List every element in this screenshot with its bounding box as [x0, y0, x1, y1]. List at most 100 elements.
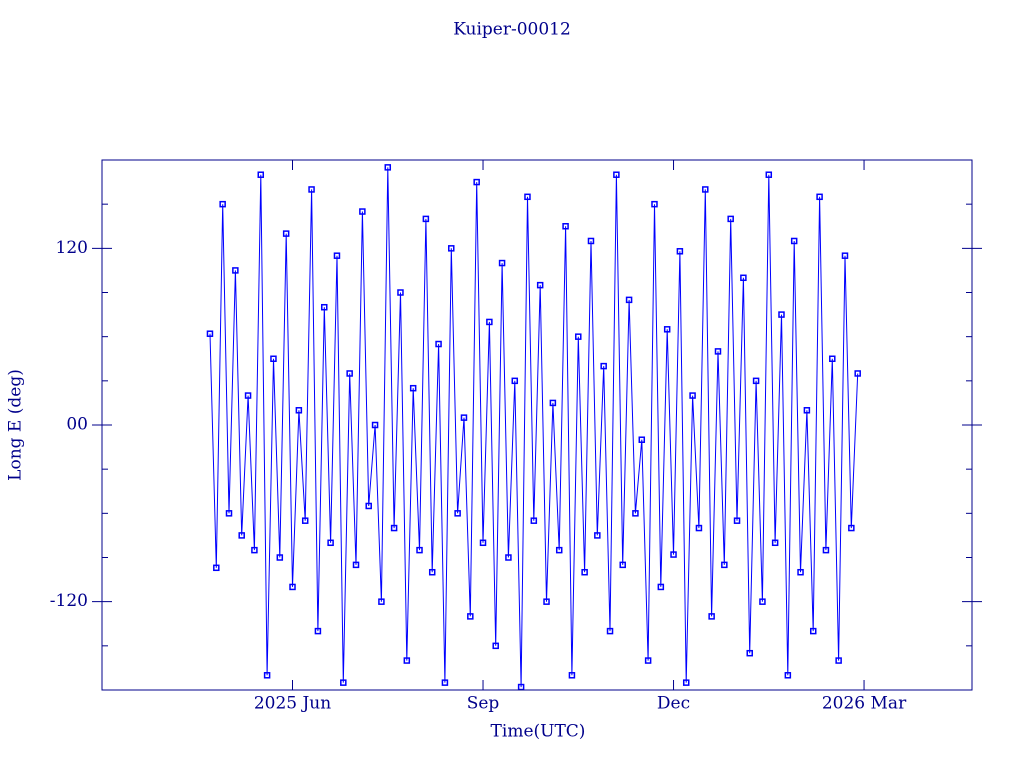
data-point: [714, 348, 722, 355]
data-point: [848, 524, 855, 532]
data-point: [244, 392, 252, 399]
data-point: [276, 554, 284, 561]
data-point: [448, 245, 455, 252]
data-point: [257, 171, 265, 178]
data-point: [263, 672, 271, 679]
data-point: [746, 649, 753, 657]
data-point: [759, 598, 766, 605]
data-point: [600, 362, 607, 370]
data-point: [390, 524, 398, 532]
data-point: [384, 164, 392, 171]
data-point: [365, 502, 372, 510]
data-point: [333, 252, 341, 259]
data-point: [587, 237, 595, 245]
data-point: [409, 384, 417, 392]
data-point: [797, 568, 804, 576]
data-point: [727, 215, 734, 223]
data-point: [213, 564, 220, 572]
data-point: [619, 561, 626, 569]
data-point: [238, 532, 245, 539]
data-point: [555, 546, 563, 554]
data-point: [371, 421, 379, 429]
data-point: [816, 193, 823, 201]
data-point: [422, 215, 430, 223]
data-point: [479, 539, 487, 547]
data-point: [327, 539, 334, 547]
data-point: [301, 517, 309, 524]
x-tick-label: 2025 Jun: [254, 694, 331, 714]
data-point: [682, 679, 690, 686]
data-point: [676, 248, 684, 255]
data-point: [854, 370, 861, 377]
data-point: [340, 679, 347, 686]
data-point: [809, 627, 817, 635]
data-point: [581, 568, 588, 576]
data-point: [765, 171, 773, 178]
y-axis-label: Long E (deg): [6, 369, 26, 481]
data-point: [670, 551, 677, 558]
data-point: [454, 510, 461, 517]
data-point: [460, 414, 468, 421]
data-point: [613, 171, 620, 178]
plot-area: [206, 164, 861, 690]
data-point: [435, 340, 442, 348]
data-point: [733, 517, 741, 524]
data-point: [486, 318, 493, 326]
data-point: [594, 532, 601, 539]
data-point: [225, 510, 233, 517]
data-point: [829, 355, 836, 362]
data-point: [498, 259, 506, 267]
data-point: [549, 399, 557, 407]
x-tick-label: 2026 Mar: [822, 694, 907, 714]
data-point: [378, 598, 385, 605]
data-point: [803, 407, 811, 414]
data-point: [232, 267, 239, 274]
data-point: [346, 370, 353, 377]
data-point: [416, 546, 423, 554]
data-point: [289, 583, 296, 591]
data-point: [314, 627, 322, 635]
data-point: [505, 554, 512, 561]
data-point: [219, 200, 226, 208]
y-tick-label: 120: [56, 238, 88, 258]
data-point: [625, 296, 633, 304]
data-point: [428, 568, 436, 576]
data-point: [708, 613, 715, 620]
data-point: [321, 303, 328, 311]
data-point: [282, 230, 290, 237]
data-point: [536, 281, 544, 289]
x-tick-label: Dec: [657, 694, 690, 714]
data-point: [632, 510, 639, 517]
data-line: [209, 167, 859, 688]
data-point: [473, 178, 480, 186]
data-point: [441, 679, 449, 686]
data-point: [638, 436, 646, 443]
data-point: [530, 517, 538, 524]
data-point: [543, 598, 550, 605]
data-point: [784, 672, 792, 679]
data-point: [308, 186, 315, 193]
data-point: [721, 561, 728, 569]
data-point: [606, 627, 614, 635]
data-point: [752, 377, 760, 385]
y-tick-label: 00: [66, 415, 88, 435]
data-point: [524, 193, 531, 201]
x-tick-label: Sep: [467, 694, 500, 714]
x-axis-label: Time(UTC): [491, 722, 586, 742]
data-point: [352, 561, 360, 569]
data-point: [295, 407, 303, 414]
data-point: [663, 326, 671, 333]
y-tick-label: -120: [50, 591, 88, 611]
data-point: [644, 657, 652, 664]
data-point: [771, 539, 779, 547]
data-point: [695, 524, 703, 532]
data-point: [397, 289, 404, 296]
data-point: [251, 546, 258, 554]
data-point: [841, 252, 849, 259]
data-point: [778, 311, 785, 318]
data-point: [562, 223, 569, 230]
chart-title: Kuiper-00012: [453, 20, 571, 40]
data-point: [790, 237, 798, 245]
